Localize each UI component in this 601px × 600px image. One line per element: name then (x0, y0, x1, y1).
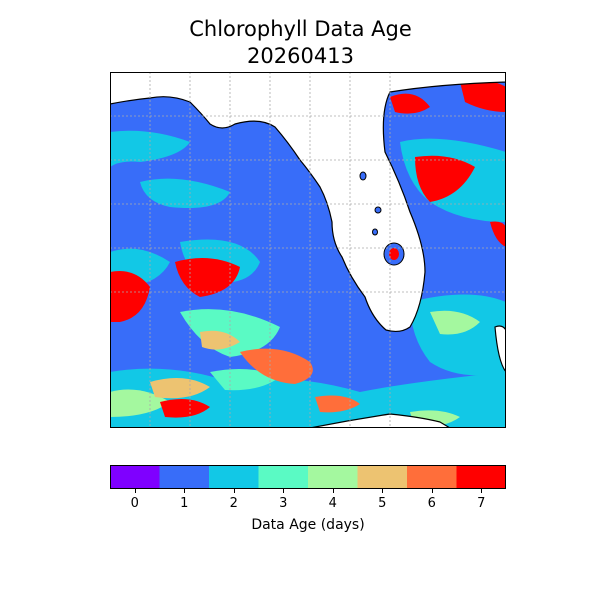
map-gridlines (110, 72, 506, 428)
colorbar-tickmark (481, 489, 483, 493)
florida-peninsula (110, 72, 506, 333)
chart-title: Chlorophyll Data Age (189, 17, 412, 41)
colorbar-tickmark (431, 489, 433, 493)
colorbar-tickmark (184, 489, 186, 493)
colorbar-tick-label: 0 (130, 496, 139, 511)
colorbar-tick-label: 4 (328, 496, 337, 511)
colorbar-segment (456, 465, 506, 489)
colorbar-segment (110, 465, 160, 489)
map-frame (110, 72, 506, 428)
colorbar-segment (308, 465, 358, 489)
colorbar-tickmark (382, 489, 384, 493)
colorbar-tick-label: 5 (378, 496, 387, 511)
colorbar-tick-label: 2 (229, 496, 238, 511)
colorbar-segment (209, 465, 259, 489)
colorbar-label: Data Age (days) (251, 517, 365, 533)
colorbar-tickmark (134, 489, 136, 493)
colorbar-segment (407, 465, 457, 489)
colorbar-frame (110, 465, 506, 489)
chart-date: 20260413 (247, 44, 354, 68)
colorbar-tickmark (233, 489, 235, 493)
bahamas (494, 325, 506, 373)
colorbar-segment (159, 465, 210, 489)
colorbar-segment (258, 465, 309, 489)
colorbar-tick-label: 1 (180, 496, 189, 511)
colorbar-tick-label: 6 (427, 496, 436, 511)
age-patches-7day (110, 80, 506, 418)
colorbar (110, 465, 506, 489)
colorbar-tickmark (283, 489, 285, 493)
colorbar-tickmark (332, 489, 334, 493)
data-age-map (110, 72, 506, 428)
colorbar-tick-label: 7 (477, 496, 486, 511)
land (110, 72, 506, 428)
colorbar-tick-label: 3 (279, 496, 288, 511)
lake-okeechobee-red (389, 248, 399, 260)
colorbar-segment (357, 465, 408, 489)
age-patches-5-6day (150, 330, 360, 413)
